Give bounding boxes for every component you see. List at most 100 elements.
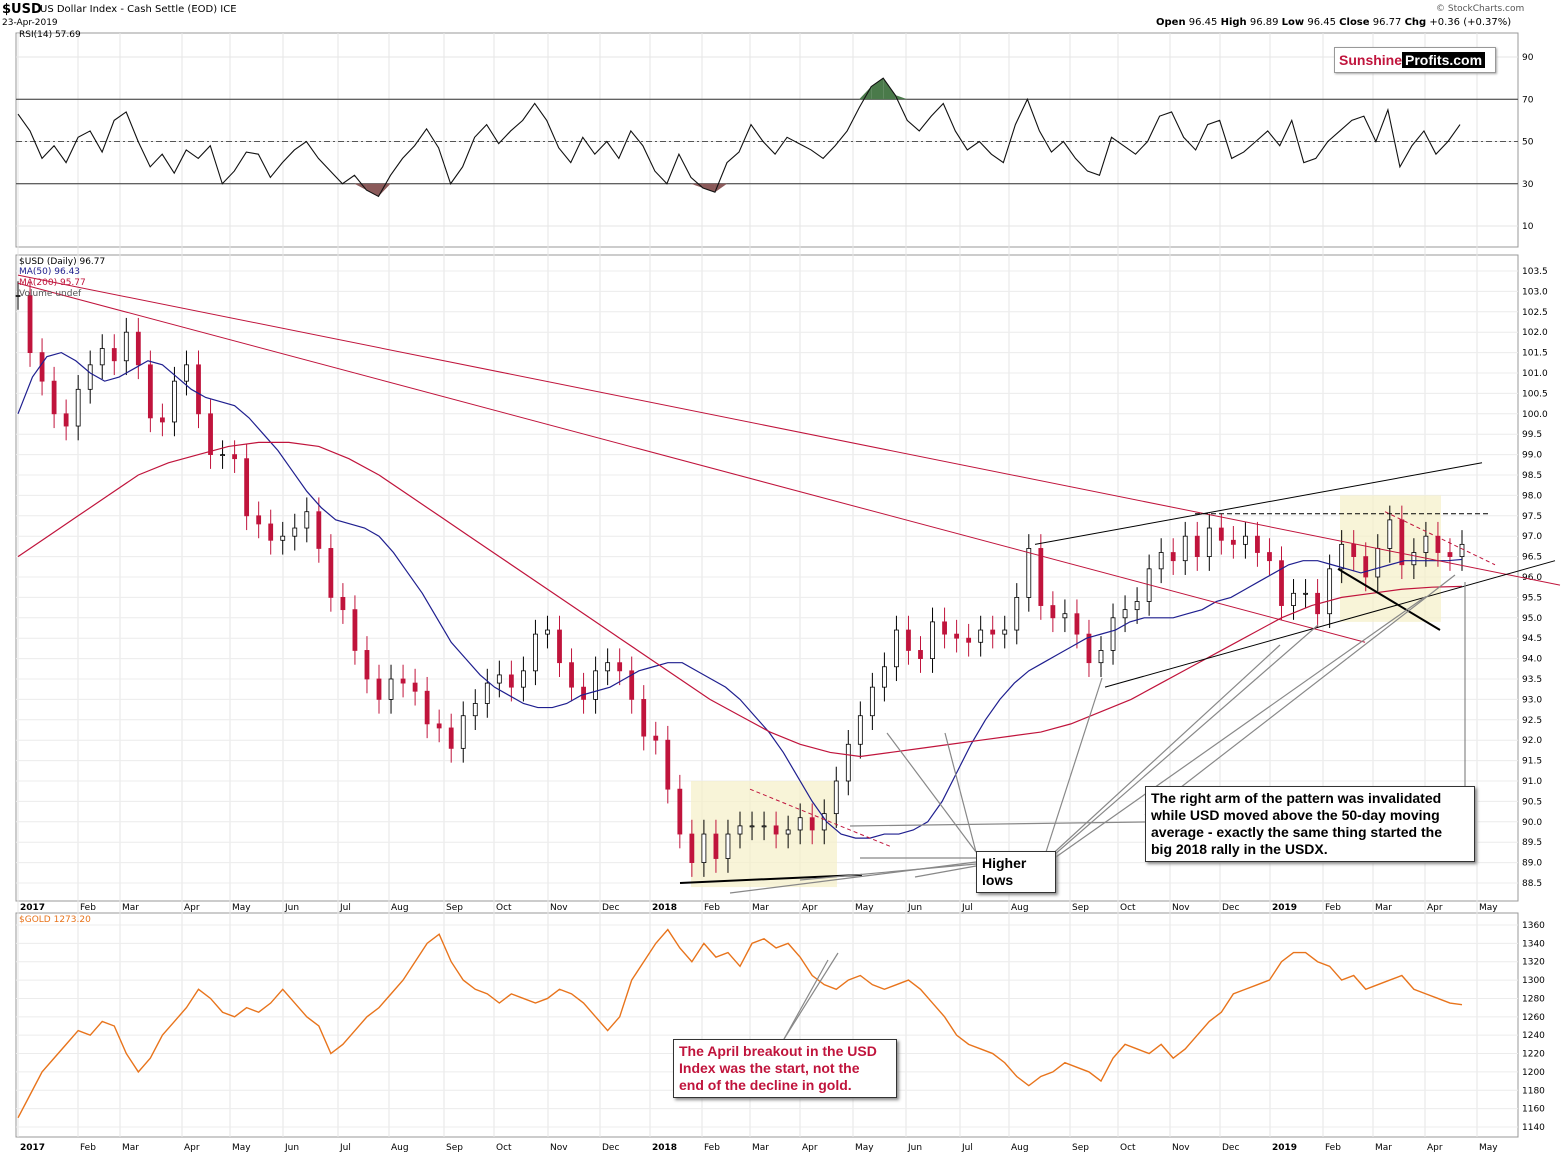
price-candle-body xyxy=(1327,568,1333,615)
gold-tick-label: 1360 xyxy=(1522,921,1545,931)
low-label: Low xyxy=(1281,17,1305,28)
higher-lows-pointer xyxy=(886,732,977,853)
gold-tick-label: 1240 xyxy=(1522,1031,1545,1041)
price-tick-label: 99.0 xyxy=(1522,451,1542,461)
price-candle-body xyxy=(135,331,141,366)
sunshine-profits-logo: Sunshine Profits.com xyxy=(1334,47,1496,73)
right-arm-line-3: average - exactly the same thing started… xyxy=(1151,824,1442,840)
x-tick-label: Sep xyxy=(446,1143,463,1153)
logo-part-1: Sunshine xyxy=(1339,52,1403,68)
price-candle-body xyxy=(809,817,815,831)
x-tick-label: Mar xyxy=(122,903,139,913)
price-tick-label: 90.0 xyxy=(1522,818,1542,828)
x-tick-label: 2017 xyxy=(20,903,45,913)
price-candle-body xyxy=(1243,535,1248,545)
price-tick-label: 88.5 xyxy=(1522,879,1542,889)
price-tick-label: 103.5 xyxy=(1522,267,1548,277)
ma200-line xyxy=(17,441,1463,758)
instrument-name: US Dollar Index - Cash Settle (EOD) ICE xyxy=(40,4,237,15)
price-candle-body xyxy=(147,364,153,419)
price-candle-body xyxy=(424,690,430,725)
x-tick-label: Oct xyxy=(496,1143,512,1153)
x-tick-label: Jul xyxy=(961,903,973,913)
price-tick-label: 98.5 xyxy=(1522,471,1542,481)
x-tick-label: Jun xyxy=(907,903,922,913)
x-tick-label: May xyxy=(855,903,874,913)
price-candle-body xyxy=(1038,548,1044,606)
higher-lows-pointer xyxy=(1045,677,1103,853)
price-candle-body xyxy=(533,633,538,672)
price-candle-body xyxy=(701,833,707,863)
price-candle-body xyxy=(749,825,755,828)
x-tick-label: Jul xyxy=(339,903,351,913)
price-candle-body xyxy=(496,674,502,684)
price-candle-body xyxy=(1435,535,1441,553)
price-candle-body xyxy=(268,523,274,541)
ohlc-readout: Open 96.45 High 96.89 Low 96.45 Close 96… xyxy=(1156,17,1511,28)
price-candle-body xyxy=(27,295,33,354)
price-tick-label: 96.0 xyxy=(1522,573,1542,583)
price-candle-body xyxy=(942,621,947,635)
price-candle-body xyxy=(725,833,731,859)
price-candle-body xyxy=(785,829,791,835)
price-candle-body xyxy=(689,833,695,863)
price-candle-body xyxy=(1279,560,1284,606)
x-tick-label: Oct xyxy=(1120,903,1136,913)
price-candle-body xyxy=(1423,535,1429,553)
price-candle-body xyxy=(737,825,743,835)
price-tick-label: 97.0 xyxy=(1522,532,1542,542)
price-candle-body xyxy=(797,817,803,831)
price-candle-body xyxy=(894,629,899,668)
x-tick-label: Mar xyxy=(1375,903,1392,913)
price-candle-body xyxy=(545,629,550,635)
x-tick-label: Aug xyxy=(1011,903,1029,913)
price-tick-label: 93.5 xyxy=(1522,675,1542,685)
price-candle-body xyxy=(773,825,779,835)
price-candle-body xyxy=(1014,597,1020,631)
x-tick-label: May xyxy=(232,1143,251,1153)
x-tick-label: Aug xyxy=(391,1143,409,1153)
chg-value: +0.36 (+0.37%) xyxy=(1429,17,1512,28)
rsi-oversold-fill xyxy=(702,183,715,193)
price-candle-body xyxy=(412,682,418,692)
support-2018-line xyxy=(679,873,863,884)
x-tick-label: Apr xyxy=(184,903,200,913)
higher-lows-pointer xyxy=(1045,644,1281,861)
x-tick-label: Sep xyxy=(1072,903,1089,913)
price-tick-label: 95.0 xyxy=(1522,614,1542,624)
price-candle-body xyxy=(617,662,623,672)
high-label: High xyxy=(1220,17,1247,28)
price-candle-body xyxy=(1351,543,1357,557)
x-tick-label: Mar xyxy=(122,1143,139,1153)
april-breakout-line-2: Index was the start, not the xyxy=(679,1060,860,1076)
price-candle-body xyxy=(292,527,298,537)
chg-label: Chg xyxy=(1404,17,1427,28)
x-tick-label: May xyxy=(232,903,251,913)
right-arm-line-1: The right arm of the pattern was invalid… xyxy=(1151,790,1442,806)
x-tick-label: May xyxy=(1479,1143,1498,1153)
price-candle-body xyxy=(1363,556,1369,578)
price-tick-label: 97.5 xyxy=(1522,512,1542,522)
rsi-overbought-fill xyxy=(895,95,908,100)
price-tick-label: 98.0 xyxy=(1522,491,1542,501)
price-candle-body xyxy=(244,458,250,517)
price-candle-body xyxy=(508,674,514,688)
price-candle-body xyxy=(220,454,225,457)
price-candle-body xyxy=(1074,613,1080,635)
price-candle-body xyxy=(918,650,923,660)
price-candle-body xyxy=(208,413,213,455)
x-tick-label: Nov xyxy=(550,903,568,913)
logo-part-2: Profits.com xyxy=(1402,52,1486,68)
higher-lows-pointer xyxy=(1045,596,1426,865)
price-candle-body xyxy=(448,727,454,749)
rsi-overbought-fill xyxy=(871,78,884,100)
upper-wedge-dashed xyxy=(1384,511,1496,566)
right-arm-pointer xyxy=(1144,574,1456,816)
price-tick-label: 101.5 xyxy=(1522,349,1548,359)
x-tick-label: Apr xyxy=(1427,1143,1443,1153)
price-candle-body xyxy=(833,780,839,815)
price-tick-label: 90.5 xyxy=(1522,797,1542,807)
gold-panel-frame xyxy=(15,912,1519,1138)
price-candle-body xyxy=(906,629,911,651)
